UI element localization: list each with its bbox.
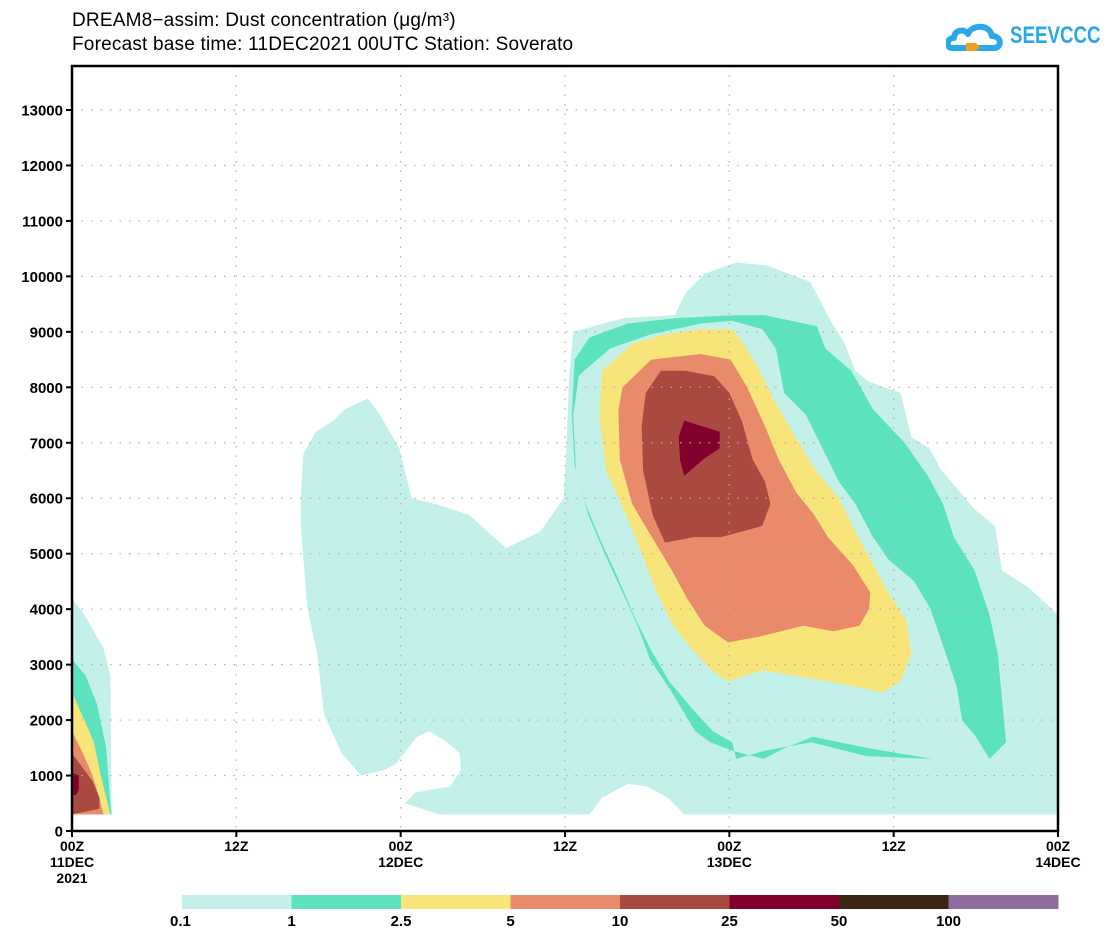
y-axis: 0 1000 2000 3000 4000 5000 6000 7000 8000 9000 100… (21, 103, 72, 841)
colorbar-swatch (182, 895, 292, 909)
contour-layer (72, 262, 1058, 815)
colorbar-label: 0.1 (170, 913, 191, 930)
colorbar-swatch (839, 895, 949, 909)
colorbar-swatch (948, 895, 1059, 909)
x-tick-label: 14DEC (1035, 854, 1080, 870)
y-tick-label: 4000 (30, 602, 63, 619)
y-tick-label: 10000 (21, 269, 63, 286)
colorbar-label: 5 (506, 913, 514, 930)
contour-25-region (678, 420, 720, 476)
y-tick-label: 6000 (30, 491, 63, 508)
x-tick-label: 12DEC (378, 854, 423, 870)
x-tick-label: 2021 (56, 870, 87, 886)
y-tick-label: 5000 (30, 546, 63, 563)
colorbar-swatch (729, 895, 840, 909)
chart-title: DREAM8−assim: Dust concentration (μg/m³) (72, 10, 456, 31)
colorbar-label: 10 (612, 913, 629, 930)
x-tick-label: 12Z (224, 838, 249, 854)
y-tick-label: 11000 (22, 213, 63, 230)
colorbar-swatch (401, 895, 511, 909)
contour-10-region (72, 753, 100, 815)
colorbar-legend: 0.1 1 2.5 5 10 25 50 100 (170, 895, 1059, 930)
chart-subtitle: Forecast base time: 11DEC2021 00UTC Stat… (72, 34, 574, 55)
colorbar-label: 2.5 (391, 913, 412, 930)
x-tick-label: 12Z (882, 838, 907, 854)
colorbar-swatch (510, 895, 621, 909)
y-tick-label: 13000 (21, 103, 63, 120)
grid-lines (72, 66, 1058, 831)
colorbar-label: 50 (831, 913, 848, 930)
x-tick-label: 12Z (553, 838, 578, 854)
contour-25-region (72, 772, 79, 795)
x-tick-label: 11DEC (50, 854, 94, 870)
colorbar-label: 100 (936, 913, 961, 930)
y-tick-label: 12000 (21, 158, 63, 175)
x-tick-label: 00Z (1046, 838, 1071, 854)
y-tick-label: 0 (55, 824, 63, 841)
logo-text: SEEVCCC (1010, 22, 1101, 49)
cloud-icon (946, 23, 1003, 51)
y-tick-label: 3000 (30, 657, 63, 674)
x-tick-label: 13DEC (707, 854, 752, 870)
seevccc-logo (946, 23, 1003, 51)
colorbar-swatch (291, 895, 402, 909)
colorbar-label: 1 (287, 913, 295, 930)
contour-1-region (571, 315, 1006, 759)
x-tick-label: 00Z (717, 838, 742, 854)
y-tick-label: 9000 (30, 324, 63, 341)
y-tick-label: 1000 (30, 768, 63, 785)
y-tick-label: 2000 (30, 713, 63, 730)
y-tick-label: 7000 (30, 435, 63, 452)
colorbar-label: 25 (721, 913, 738, 930)
x-tick-label: 00Z (389, 838, 414, 854)
x-tick-label: 00Z (60, 838, 85, 854)
colorbar-swatch (620, 895, 730, 909)
y-tick-label: 8000 (30, 380, 63, 397)
